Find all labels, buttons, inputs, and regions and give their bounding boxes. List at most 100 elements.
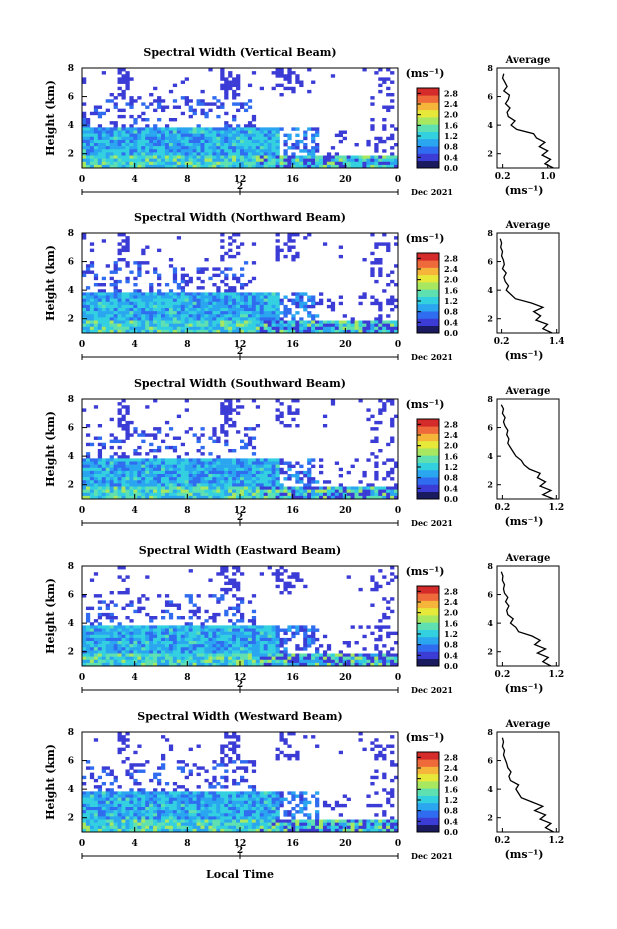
heatmap-cell (236, 486, 241, 490)
heatmap-cell (315, 143, 320, 147)
heatmap-cell (117, 114, 122, 119)
heatmap-cell (192, 486, 197, 490)
heatmap-cell (374, 420, 379, 425)
heatmap-cell (283, 477, 288, 481)
heatmap-cell (228, 653, 233, 657)
heatmap-cell (113, 631, 118, 636)
heatmap-cell (232, 323, 237, 328)
heatmap-cell (172, 320, 178, 324)
heatmap-cell (350, 320, 355, 324)
heatmap-cell (374, 143, 379, 147)
heatmap-cell (141, 439, 146, 444)
heatmap-cell (137, 495, 142, 500)
heatmap-cell (307, 329, 312, 334)
heatmap-cell (164, 594, 170, 598)
heatmap-cell (212, 136, 217, 141)
heatmap-cell (161, 329, 166, 334)
heatmap-cell (141, 791, 146, 795)
heatmap-cell (164, 308, 170, 312)
colorbar-tick-label: 2.4 (444, 597, 458, 607)
heatmap-cell (322, 424, 328, 428)
heatmap-cell (149, 637, 154, 642)
heatmap-cell (192, 458, 197, 462)
panel-title: Spectral Width (Eastward Beam) (139, 544, 341, 557)
heatmap-cell (390, 647, 395, 651)
heatmap-cell (200, 267, 205, 271)
heatmap-cell (311, 164, 316, 169)
x-tick-label: 16 (286, 175, 299, 185)
heatmap-cell (97, 653, 103, 657)
heatmap-cell (228, 71, 233, 75)
heatmap-cell (153, 637, 158, 642)
heatmap-cell (303, 155, 308, 159)
heatmap-cell (109, 164, 114, 169)
heatmap-cell (196, 295, 201, 299)
profile-y-tick-label: 8 (487, 561, 493, 571)
heatmap-cell (113, 267, 118, 271)
heatmap-cell (271, 311, 276, 315)
heatmap-cell (224, 647, 229, 651)
heatmap-cell (161, 816, 166, 820)
heatmap-cell (311, 161, 316, 166)
heatmap-cell (109, 825, 114, 830)
heatmap-cell (161, 130, 166, 134)
heatmap-cell (374, 164, 379, 169)
heatmap-cell (279, 414, 284, 419)
profile-title: Average (505, 220, 551, 231)
heatmap-cell (137, 763, 142, 767)
heatmap-cell (105, 637, 110, 642)
heatmap-cell (283, 155, 288, 159)
heatmap-cell (263, 130, 268, 134)
heatmap-cell (204, 155, 209, 159)
heatmap-cell (168, 308, 174, 312)
heatmap-cell (196, 158, 201, 163)
heatmap-cell (378, 584, 383, 589)
heatmap-cell (89, 467, 95, 472)
heatmap-cell (121, 458, 126, 462)
heatmap-cell (228, 236, 233, 240)
heatmap-cell (121, 320, 126, 324)
heatmap-cell (192, 152, 197, 156)
heatmap-cell (161, 295, 166, 299)
heatmap-cell (342, 161, 347, 166)
heatmap-cell (322, 662, 328, 667)
heatmap-cell (82, 467, 87, 472)
heatmap-cell (129, 133, 134, 138)
heatmap-cell (236, 108, 241, 113)
heatmap-cell (208, 329, 213, 334)
heatmap-cell (291, 464, 296, 469)
heatmap-cell (121, 114, 126, 119)
heatmap-cell (330, 158, 336, 163)
heatmap-cell (255, 323, 261, 328)
heatmap-cell (319, 301, 324, 306)
heatmap-cell (271, 127, 276, 131)
heatmap-cell (216, 641, 221, 645)
heatmap-cell (145, 127, 150, 131)
heatmap-cell (176, 301, 182, 306)
heatmap-cell (267, 127, 272, 131)
heatmap-cell (164, 467, 170, 472)
colorbar-swatch (417, 106, 439, 111)
heatmap-cell (267, 492, 272, 497)
heatmap-cell (358, 323, 363, 328)
heatmap-cell (133, 164, 138, 169)
heatmap-cell (180, 637, 185, 642)
heatmap-cell (93, 477, 99, 481)
heatmap-cell (208, 314, 213, 318)
heatmap-cell (208, 650, 213, 654)
heatmap-cell (326, 323, 332, 328)
heatmap-cell (243, 143, 249, 147)
heatmap-cell (287, 628, 292, 632)
heatmap-cell (164, 634, 170, 639)
heatmap-cell (141, 158, 146, 163)
heatmap-cell (161, 461, 166, 465)
heatmap-cell (153, 828, 158, 833)
heatmap-cell (247, 308, 253, 312)
heatmap-cell (149, 298, 154, 303)
heatmap-cell (299, 158, 304, 163)
heatmap-cell (113, 155, 118, 159)
heatmap-cell (236, 411, 241, 415)
heatmap-cell (164, 603, 170, 607)
heatmap-cell (89, 803, 95, 808)
profile-title: Average (505, 553, 551, 564)
